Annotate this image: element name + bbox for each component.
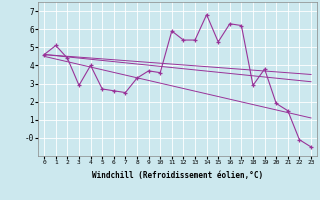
X-axis label: Windchill (Refroidissement éolien,°C): Windchill (Refroidissement éolien,°C) bbox=[92, 171, 263, 180]
